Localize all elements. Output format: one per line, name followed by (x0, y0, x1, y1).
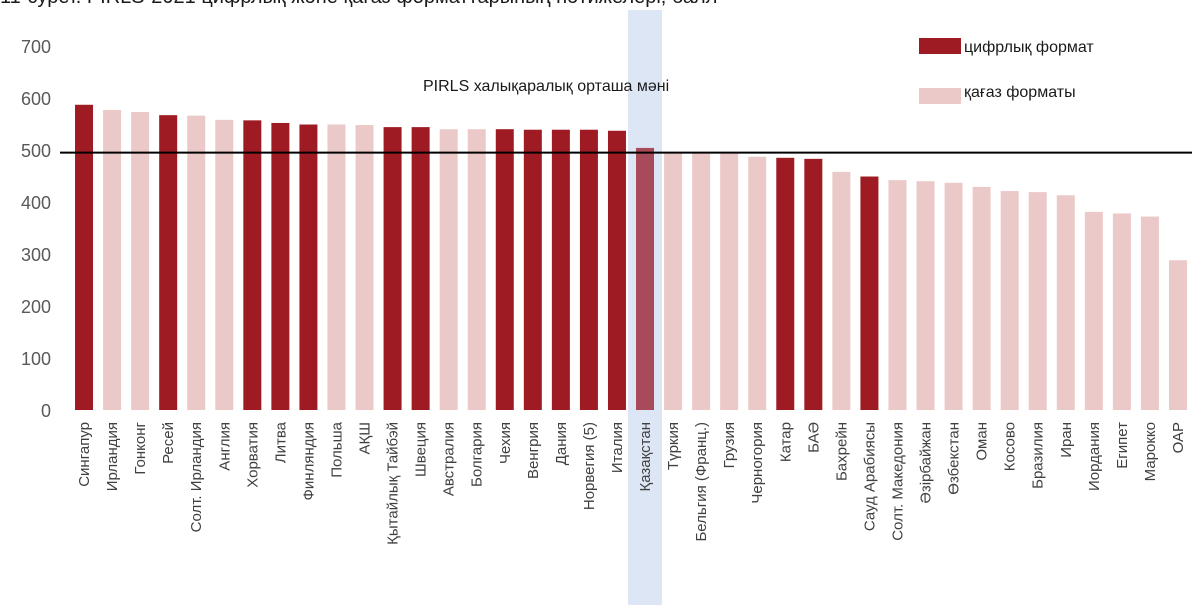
x-tick-label: Әзірбайжан (918, 422, 935, 503)
x-tick-label: Гонконг (132, 421, 149, 474)
bar (495, 129, 514, 410)
x-tick-label: Черногория (749, 422, 766, 504)
y-tick-label: 500 (21, 141, 51, 161)
bar (1084, 211, 1103, 410)
bar (664, 152, 683, 410)
y-tick-label: 600 (21, 89, 51, 109)
x-tick-label: Косово (1002, 422, 1019, 471)
bar-series (75, 104, 1187, 411)
bar (1056, 195, 1075, 410)
x-tick-label: Бахрейн (833, 422, 850, 481)
bar (860, 176, 879, 410)
y-tick-label: 300 (21, 245, 51, 265)
bar (1112, 213, 1131, 410)
x-tick-label: Англия (216, 422, 233, 471)
bar (467, 129, 486, 410)
bar (523, 129, 542, 410)
x-axis: Сингапур Ирландия Гонконг Ресей Солт. Ирланд… (76, 421, 1187, 545)
bar (75, 104, 94, 410)
bar (972, 186, 991, 410)
bar (215, 119, 234, 410)
bar (159, 115, 178, 410)
x-tick-label: Оман (974, 422, 991, 461)
legend-label-digital: цифрлық формат (964, 39, 1094, 56)
x-tick-label: Хорватия (244, 422, 261, 488)
x-tick-label: Солт. Ирландия (188, 422, 205, 532)
bar (299, 124, 318, 411)
bar (1168, 260, 1187, 410)
y-tick-label: 700 (21, 37, 51, 57)
x-tick-label: Финляндия (300, 422, 317, 500)
x-tick-label: Швеция (413, 422, 430, 477)
x-tick-label: Дания (553, 422, 570, 465)
bar (187, 115, 206, 411)
bar (916, 181, 935, 410)
y-tick-label: 200 (21, 297, 51, 317)
y-tick-label: 400 (21, 193, 51, 213)
x-tick-label: Қытайлық Тайбэй (385, 422, 402, 545)
y-tick-label: 0 (41, 401, 51, 421)
bar (439, 129, 458, 410)
x-tick-label: АҚШ (357, 422, 374, 455)
x-tick-label: Иран (1058, 422, 1075, 458)
bar (383, 127, 402, 411)
bar (1028, 192, 1047, 410)
x-tick-label: Литва (272, 421, 289, 463)
x-tick-label: Қазақстан (637, 422, 654, 492)
bar (131, 112, 150, 410)
bar (832, 171, 851, 410)
x-tick-label: Ресей (160, 422, 177, 464)
bar (607, 130, 626, 410)
bar (579, 129, 598, 410)
legend-label-paper: қағаз форматы (964, 84, 1076, 101)
x-tick-label: Сингапур (76, 422, 93, 487)
x-tick-label: Польша (328, 421, 345, 477)
x-tick-label: Италия (609, 422, 626, 473)
legend: цифрлық формат қағаз форматы (919, 38, 1094, 104)
x-tick-label: Болгария (469, 422, 486, 487)
x-tick-label: Өзбекстан (946, 422, 963, 495)
bar (804, 158, 823, 410)
legend-swatch-paper (919, 88, 961, 104)
x-tick-label: Венгрия (525, 422, 542, 479)
bar (748, 156, 767, 410)
bar (271, 122, 290, 411)
y-tick-label: 100 (21, 349, 51, 369)
bar (327, 124, 346, 411)
bar (551, 129, 570, 410)
x-tick-label: Солт. Македония (889, 422, 906, 541)
x-tick-label: Грузия (721, 422, 738, 468)
bar (355, 125, 374, 410)
bar (776, 157, 795, 410)
x-tick-label: Чехия (497, 422, 514, 464)
x-tick-label: Норвегия (5) (581, 422, 598, 510)
bar (944, 182, 963, 410)
bar (888, 180, 907, 410)
x-tick-label: Бельгия (Франц.) (693, 422, 710, 542)
chart-title: 11-сурет. PIRLS-2021 цифрлық және қағаз … (0, 0, 717, 9)
bar (1140, 216, 1159, 410)
x-tick-label: БАӘ (805, 422, 822, 453)
x-tick-label: Ирландия (104, 422, 121, 491)
international-average-label: PIRLS халықаралық орташа мәні (423, 78, 669, 95)
y-axis: 0 100 200 300 400 500 600 700 (21, 37, 51, 421)
bar (720, 153, 739, 410)
x-tick-label: Марокко (1142, 422, 1159, 481)
x-tick-label: Катар (777, 422, 794, 462)
x-tick-label: Сауд Арабиясы (861, 422, 878, 531)
bar (692, 153, 711, 410)
x-tick-label: Түркия (665, 422, 682, 470)
x-tick-label: ОАР (1170, 422, 1187, 453)
bar (243, 120, 262, 411)
bar (103, 109, 122, 411)
legend-swatch-digital (919, 38, 961, 54)
x-tick-label: Австралия (441, 422, 458, 496)
bar (636, 147, 655, 411)
x-tick-label: Иордания (1086, 422, 1103, 491)
x-tick-label: Бразилия (1030, 422, 1047, 489)
x-tick-label: Египет (1114, 422, 1131, 469)
bar (411, 127, 430, 411)
bar (1000, 191, 1019, 410)
